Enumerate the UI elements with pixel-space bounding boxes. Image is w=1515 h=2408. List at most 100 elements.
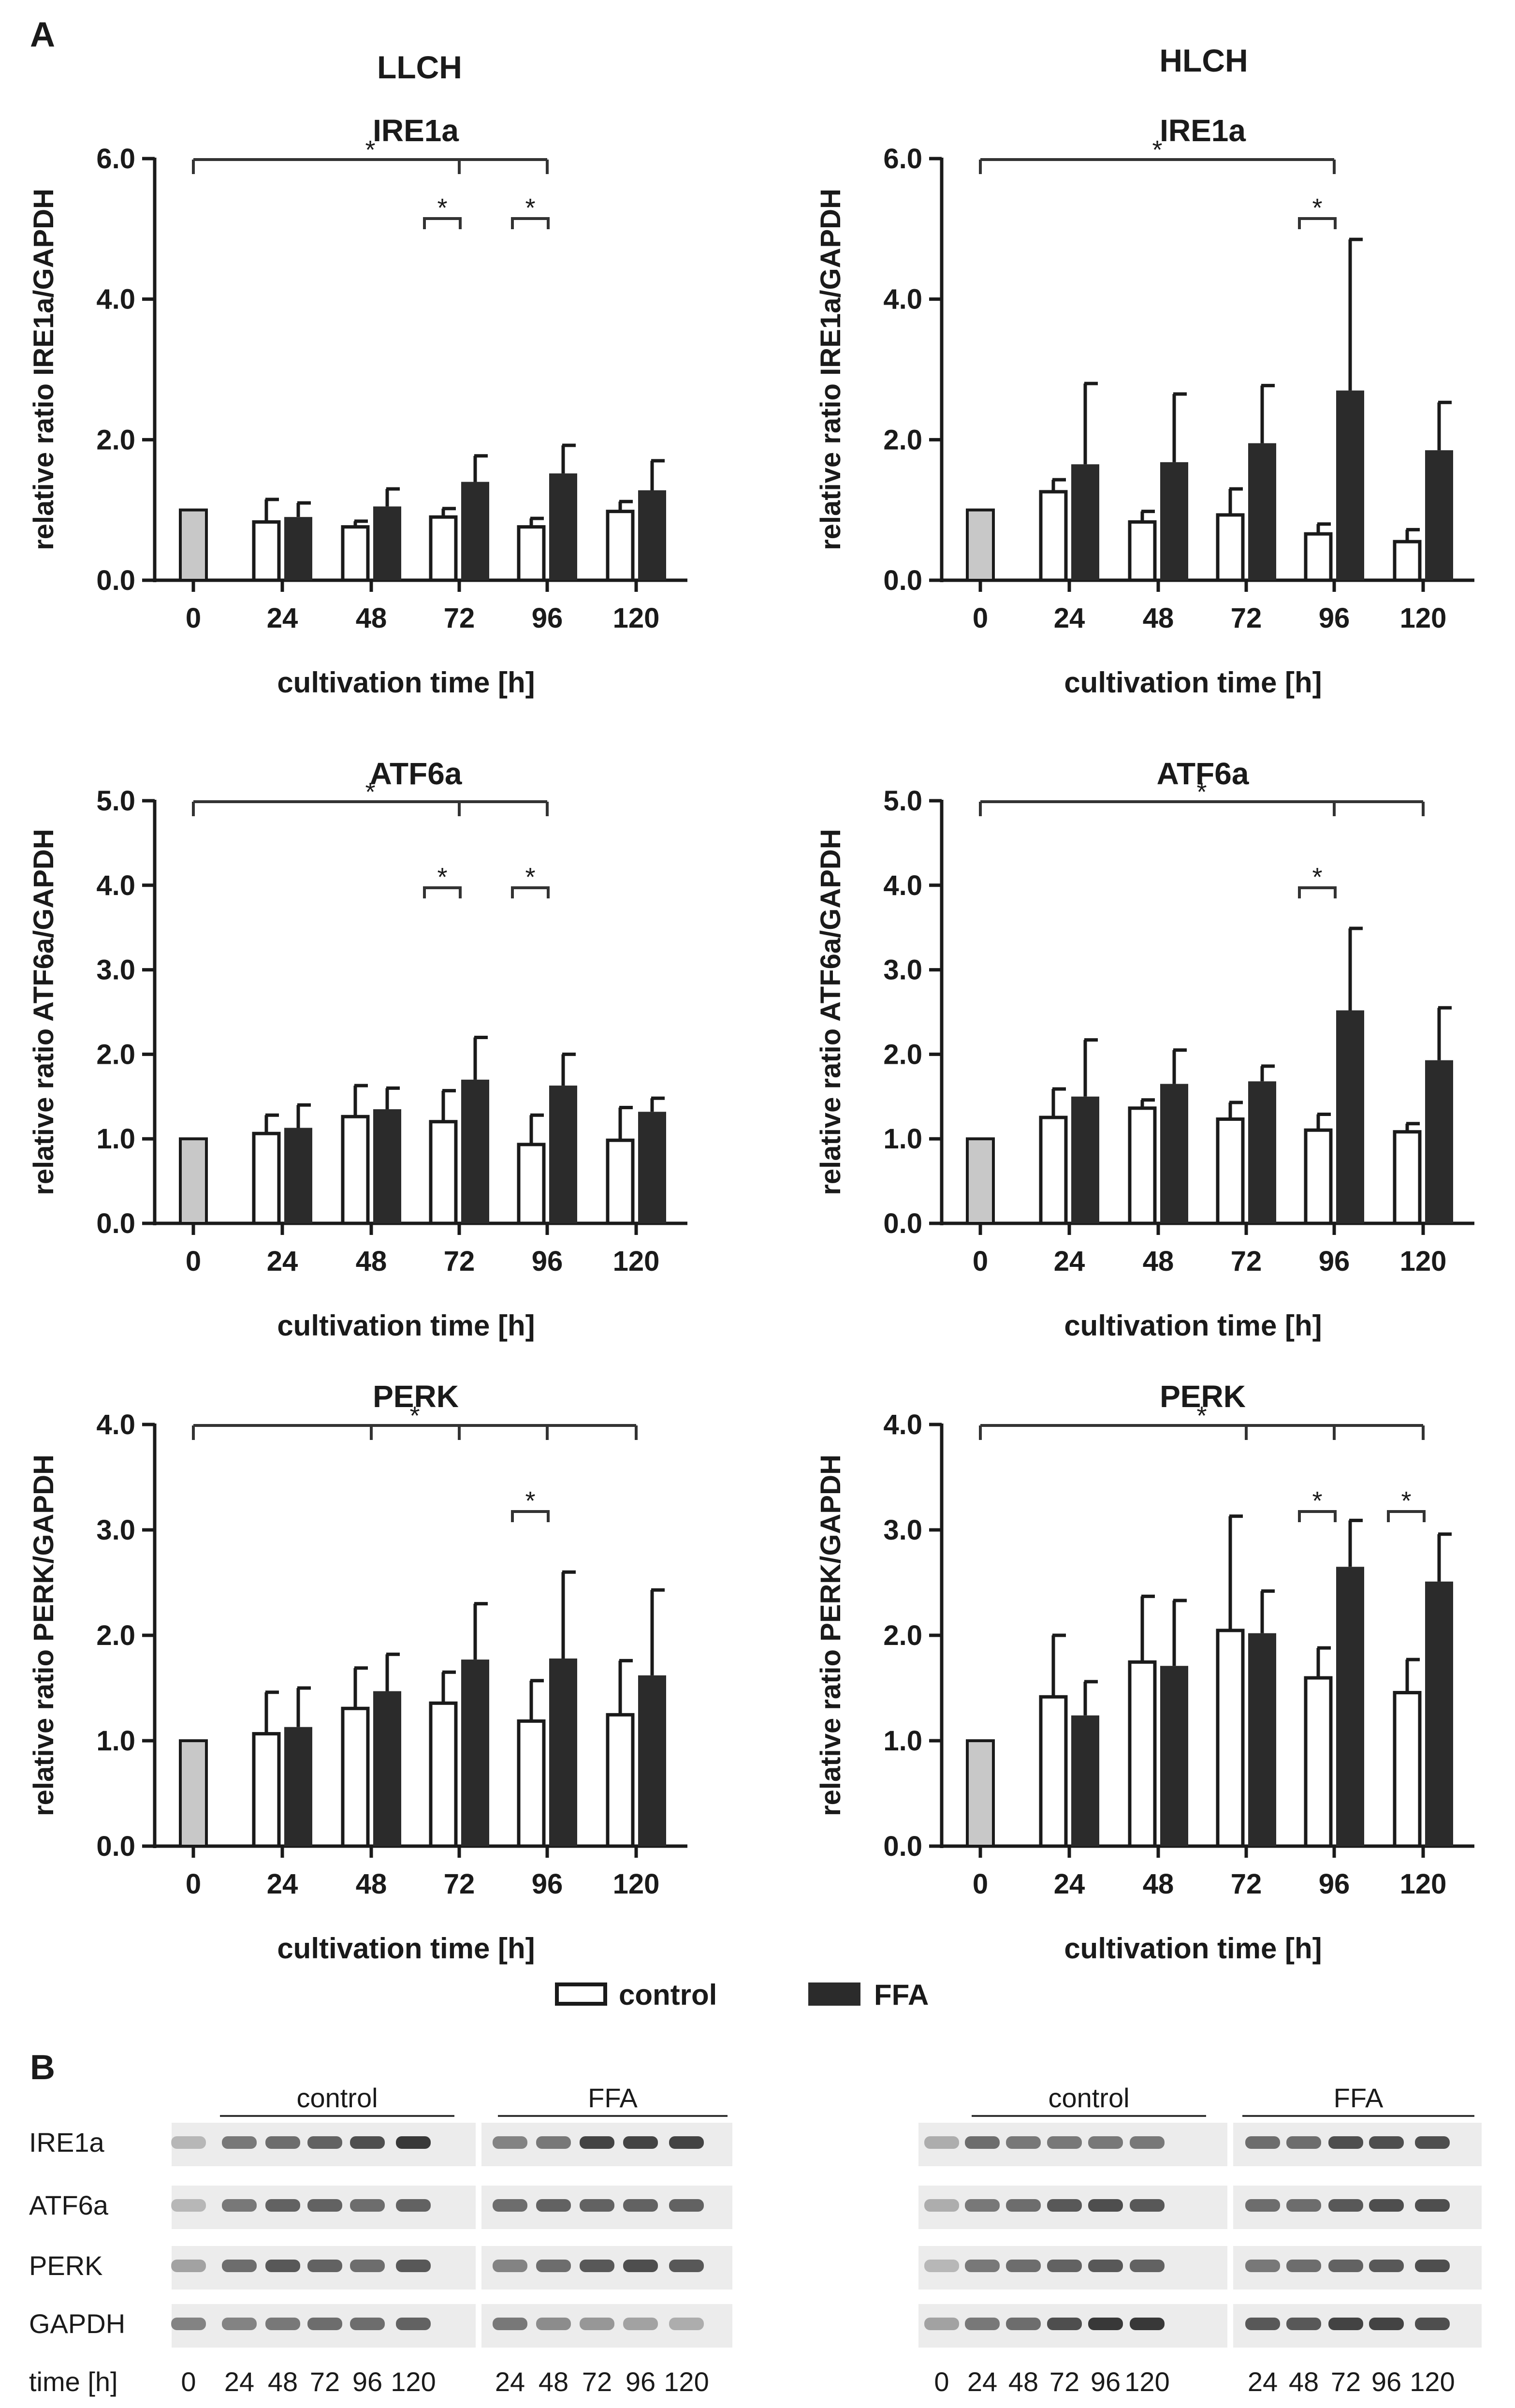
blot-band bbox=[171, 2199, 206, 2212]
blot-band bbox=[1415, 2136, 1450, 2149]
blot-band bbox=[669, 2318, 704, 2330]
x-tick-label: 0 bbox=[973, 1246, 988, 1277]
significance-star: * bbox=[365, 135, 375, 164]
bar-ffa-96 bbox=[1336, 1567, 1364, 1846]
blot-lane-time: 72 bbox=[1331, 2366, 1361, 2397]
y-tick-label: 2.0 bbox=[883, 1039, 922, 1070]
chart-hlch-perk: PERK 0.0 1.0 2.0 3.0 4.0 0 24 48 72 96 120 cultivati… bbox=[815, 1379, 1474, 1965]
blot-band bbox=[222, 2318, 257, 2330]
blot-band bbox=[1130, 2136, 1165, 2149]
blot-band bbox=[965, 2318, 1000, 2330]
y-tick-label: 4.0 bbox=[96, 870, 135, 901]
pair-significance-star: * bbox=[437, 193, 447, 222]
y-tick-label: 1.0 bbox=[883, 1725, 922, 1757]
blot-splice-gap bbox=[476, 2304, 481, 2348]
y-axis-label: relative ratio PERK/GAPDH bbox=[815, 1454, 846, 1816]
bar-ffa-48 bbox=[1160, 1084, 1188, 1223]
blot-splice-gap bbox=[1227, 2246, 1233, 2290]
x-tick-label: 0 bbox=[186, 1246, 201, 1277]
blot-band bbox=[171, 2136, 206, 2149]
blot-band bbox=[669, 2260, 704, 2272]
blot-band bbox=[493, 2260, 527, 2272]
bar-control-24 bbox=[252, 520, 281, 582]
bar-control-120 bbox=[1393, 1130, 1422, 1225]
y-tick-label: 0.0 bbox=[96, 1208, 135, 1239]
blot-lane-time: 120 bbox=[391, 2366, 436, 2397]
blot-ffa-header: FFA bbox=[1334, 2083, 1384, 2113]
charts-area: IRE1a 0.0 2.0 4.0 6.0 0 24 48 72 96 120 cultivation… bbox=[28, 113, 1474, 1965]
bar-ffa-48 bbox=[373, 1691, 401, 1846]
bar-ffa-96 bbox=[549, 1086, 577, 1223]
y-tick-label: 0.0 bbox=[883, 1831, 922, 1862]
bar-ffa-96 bbox=[549, 473, 577, 580]
pair-significance-bracket bbox=[1298, 217, 1337, 229]
bar-ffa-72 bbox=[461, 1079, 489, 1223]
blot-lane-time: 24 bbox=[495, 2366, 525, 2397]
blot-lane-time: 72 bbox=[582, 2366, 612, 2397]
bar-ffa-120 bbox=[1425, 1581, 1453, 1846]
y-tick-label: 0.0 bbox=[883, 565, 922, 596]
bar-ffa-120 bbox=[638, 1675, 666, 1846]
blot-band bbox=[1328, 2136, 1363, 2149]
x-tick-label: 24 bbox=[1054, 1246, 1085, 1277]
blot-band bbox=[1286, 2260, 1321, 2272]
x-tick-label: 48 bbox=[1143, 1246, 1174, 1277]
blot-band bbox=[265, 2136, 300, 2149]
pair-significance-star: * bbox=[525, 1486, 535, 1515]
legend-ffa-swatch bbox=[808, 1982, 860, 2006]
bar-ffa-120 bbox=[1425, 1060, 1453, 1223]
blot-band bbox=[580, 2199, 614, 2212]
x-axis-label: cultivation time [h] bbox=[1064, 1309, 1322, 1342]
bar-control-24 bbox=[252, 1732, 281, 1848]
x-tick-label: 72 bbox=[1231, 602, 1262, 634]
blot-band bbox=[924, 2260, 959, 2272]
blot-lane-time: 0 bbox=[934, 2366, 949, 2397]
blot-band bbox=[924, 2136, 959, 2149]
blot-splice-gap bbox=[476, 2186, 481, 2229]
blot-band bbox=[350, 2136, 385, 2149]
bar-control-96 bbox=[1304, 1676, 1333, 1848]
significance-star: * bbox=[365, 778, 375, 807]
y-tick-label: 6.0 bbox=[96, 143, 135, 175]
bar-ffa-96 bbox=[549, 1658, 577, 1846]
blot-control-header: control bbox=[296, 2083, 378, 2113]
bar-baseline-0h bbox=[179, 1739, 208, 1848]
significance-star: * bbox=[409, 1401, 420, 1430]
y-tick-label: 5.0 bbox=[96, 785, 135, 817]
bar-control-48 bbox=[1128, 520, 1157, 582]
pair-significance-star: * bbox=[1312, 1486, 1322, 1515]
blot-band bbox=[171, 2260, 206, 2272]
blot-band bbox=[493, 2136, 527, 2149]
blot-band bbox=[1369, 2199, 1404, 2212]
x-tick-label: 0 bbox=[186, 602, 201, 634]
bar-baseline-0h bbox=[179, 1137, 208, 1225]
y-tick-label: 0.0 bbox=[883, 1208, 922, 1239]
x-axis-label: cultivation time [h] bbox=[1064, 1932, 1322, 1965]
blot-band bbox=[350, 2318, 385, 2330]
y-tick-label: 3.0 bbox=[883, 954, 922, 986]
blot-band bbox=[396, 2318, 431, 2330]
bar-control-48 bbox=[1128, 1106, 1157, 1225]
blot-band bbox=[623, 2199, 658, 2212]
y-tick-label: 2.0 bbox=[883, 1620, 922, 1651]
blot-band bbox=[536, 2199, 571, 2212]
bar-ffa-48 bbox=[373, 506, 401, 580]
bar-control-24 bbox=[1039, 490, 1068, 582]
bar-ffa-120 bbox=[638, 490, 666, 580]
x-axis-label: cultivation time [h] bbox=[277, 1932, 535, 1965]
blot-band bbox=[1245, 2318, 1280, 2330]
y-tick-label: 4.0 bbox=[883, 284, 922, 315]
blot-lane-time: 24 bbox=[224, 2366, 254, 2397]
blot-band bbox=[1245, 2199, 1280, 2212]
pair-significance-bracket bbox=[423, 886, 462, 898]
bar-control-120 bbox=[1393, 540, 1422, 582]
blot-band bbox=[1088, 2260, 1123, 2272]
x-tick-label: 0 bbox=[973, 602, 988, 634]
blot-band bbox=[965, 2199, 1000, 2212]
y-tick-label: 2.0 bbox=[883, 424, 922, 455]
bar-ffa-96 bbox=[1336, 390, 1364, 580]
bar-baseline-0h bbox=[966, 508, 995, 582]
chart-title: PERK bbox=[1160, 1379, 1246, 1414]
blot-row-label: IRE1a bbox=[29, 2127, 104, 2158]
